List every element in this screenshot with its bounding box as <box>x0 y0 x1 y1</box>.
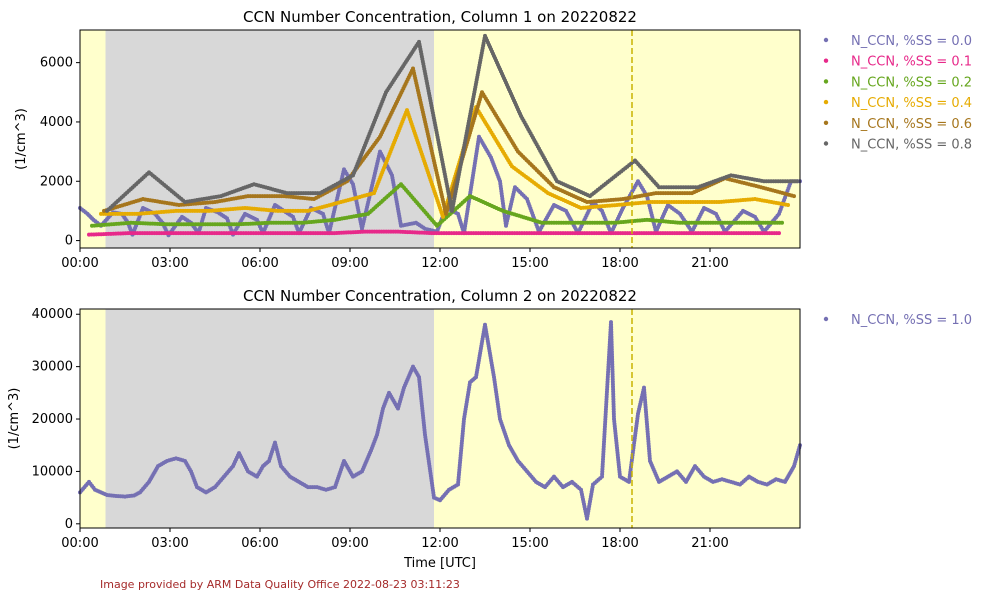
data-point <box>777 231 781 236</box>
y-tick-label: 40000 <box>32 307 73 322</box>
x-tick-label: 06:00 <box>241 256 278 271</box>
legend-label: N_CCN, %SS = 0.6 <box>851 117 972 132</box>
series-1-4 <box>102 66 796 216</box>
x-tick-label: 09:00 <box>331 256 368 271</box>
legend-marker <box>823 120 829 126</box>
legend-label: N_CCN, %SS = 0.0 <box>851 34 972 49</box>
legend-marker <box>823 37 829 43</box>
legend-marker <box>823 99 829 105</box>
data-point <box>786 202 790 207</box>
series-2-0 <box>78 320 802 521</box>
y-axis-label: (1/cm^3) <box>14 108 29 170</box>
data-point <box>792 194 796 199</box>
legend-marker <box>823 79 829 84</box>
series-1-2 <box>90 182 784 228</box>
series-1-5 <box>105 33 799 213</box>
y-tick-label: 4000 <box>40 115 73 130</box>
y-tick-label: 2000 <box>40 174 73 189</box>
panel-1: 0 2000 4000 6000 00:00 03:00 06:00 09:00 12:00 15… <box>14 8 972 271</box>
legend-label: N_CCN, %SS = 1.0 <box>851 313 972 328</box>
credit-text: Image provided by ARM Data Quality Offic… <box>100 578 460 591</box>
legend-label: N_CCN, %SS = 0.2 <box>851 75 972 90</box>
x-tick-label: 00:00 <box>61 536 98 551</box>
chart-title: CCN Number Concentration, Column 2 on 20… <box>243 287 637 305</box>
x-tick-label: 09:00 <box>331 536 368 551</box>
legend-marker <box>823 58 829 63</box>
y-tick-label: 20000 <box>32 412 73 427</box>
legend-marker <box>823 141 829 146</box>
x-tick-label: 00:00 <box>61 256 98 271</box>
legend-label: N_CCN, %SS = 0.8 <box>851 138 972 153</box>
y-tick-label: 6000 <box>40 56 73 71</box>
x-tick-label: 12:00 <box>421 256 458 271</box>
x-tick-label: 15:00 <box>511 256 548 271</box>
data-point <box>780 220 784 225</box>
legend-label: N_CCN, %SS = 0.1 <box>851 55 972 70</box>
x-tick-label: 15:00 <box>511 536 548 551</box>
x-tick-label: 21:00 <box>691 536 728 551</box>
x-tick-label: 06:00 <box>241 536 278 551</box>
legend-marker <box>823 316 829 322</box>
chart-title: CCN Number Concentration, Column 1 on 20… <box>243 8 637 26</box>
x-tick-label: 18:00 <box>601 536 638 551</box>
x-tick-label: 03:00 <box>151 536 188 551</box>
night-shading <box>105 309 434 528</box>
x-tick-label: 21:00 <box>691 256 728 271</box>
x-tick-label: 03:00 <box>151 256 188 271</box>
y-tick-label: 0 <box>65 517 73 532</box>
y-axis-label: (1/cm^3) <box>7 388 22 450</box>
y-tick-label: 0 <box>65 234 73 249</box>
x-axis-label: Time [UTC] <box>403 556 476 571</box>
data-point <box>795 179 799 184</box>
y-tick-label: 10000 <box>32 464 73 479</box>
panel-2: 0 10000 20000 30000 40000 00:00 03:00 06:00 09:0… <box>7 287 972 571</box>
x-tick-label: 12:00 <box>421 536 458 551</box>
y-tick-label: 30000 <box>32 360 73 375</box>
legend-label: N_CCN, %SS = 0.4 <box>851 96 972 111</box>
series-1-1 <box>87 229 781 237</box>
x-tick-label: 18:00 <box>601 256 638 271</box>
